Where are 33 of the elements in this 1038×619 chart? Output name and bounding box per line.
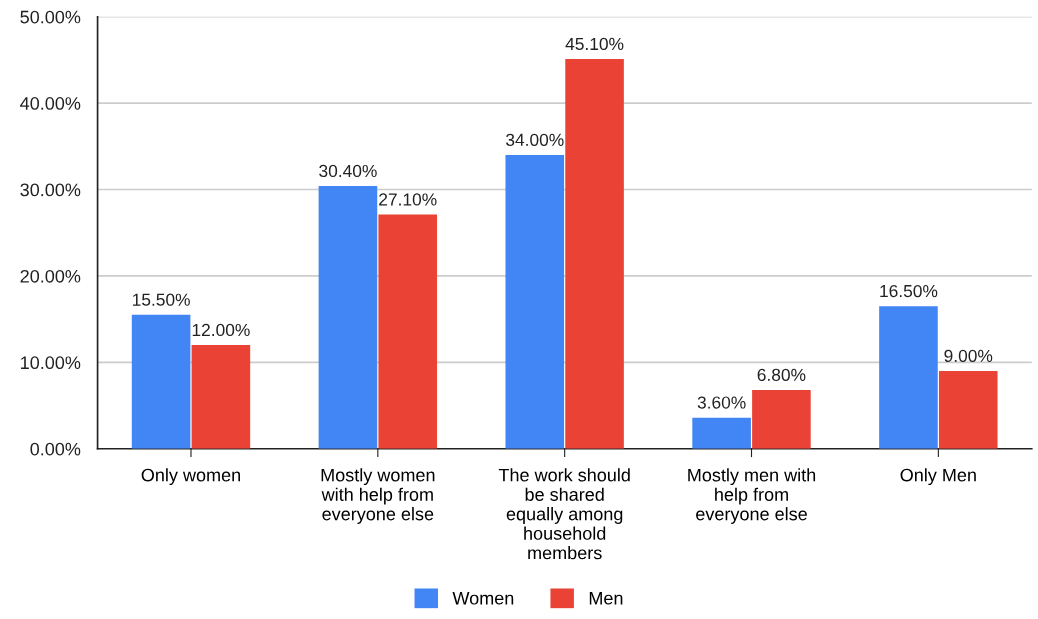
bar [318, 186, 378, 449]
data-label: 12.00% [192, 323, 250, 337]
y-tick-label: 20.00% [20, 269, 81, 283]
data-label: 6.80% [757, 368, 806, 382]
bar [879, 306, 938, 449]
x-tick-label: Only women [141, 468, 240, 486]
bar [752, 390, 811, 449]
y-tick-label: 50.00% [20, 10, 81, 24]
y-tick-label: 40.00% [20, 97, 81, 110]
data-label: 3.60% [697, 396, 746, 409]
y-tick-label: 10.00% [21, 356, 81, 370]
data-label: 45.10% [565, 37, 624, 51]
bar [191, 345, 251, 449]
bar [505, 154, 565, 449]
x-tick-label: The work should be shared equally among household members [498, 468, 630, 560]
y-tick-label: 0.00% [30, 442, 81, 456]
bar [378, 214, 438, 449]
data-label: 15.50% [132, 293, 190, 306]
bar [692, 417, 751, 449]
y-tick-label: 30.00% [20, 183, 81, 197]
legend-label: Men [589, 591, 623, 605]
data-label: 30.40% [319, 164, 377, 178]
data-label: 9.00% [944, 349, 993, 363]
x-tick-label: Mostly women with help from everyone else [321, 468, 435, 524]
data-label: 34.00% [506, 133, 564, 146]
bar [565, 59, 624, 449]
bar [938, 371, 998, 449]
x-tick-label: Mostly men with help from everyone else [688, 468, 816, 524]
data-label: 27.10% [379, 193, 437, 206]
data-label: 16.50% [880, 284, 938, 298]
legend-label: Women [452, 591, 514, 605]
bar [131, 314, 191, 449]
x-tick-label: Only Men [900, 468, 976, 486]
